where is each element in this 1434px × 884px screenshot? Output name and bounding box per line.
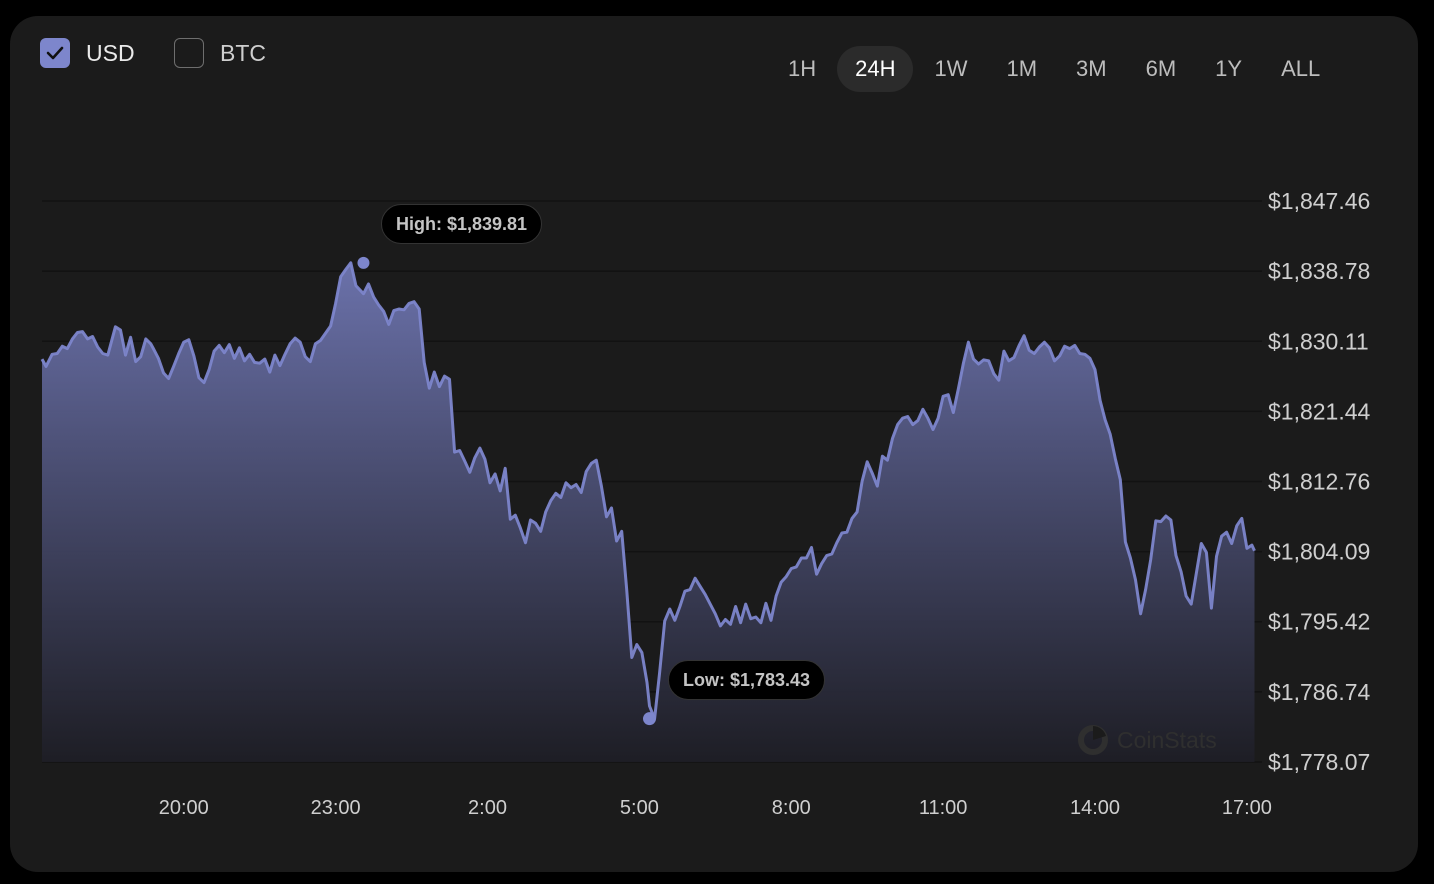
svg-text:$1,847.46: $1,847.46 xyxy=(1268,188,1370,214)
coinstats-watermark: CoinStats xyxy=(1077,724,1217,756)
price-line xyxy=(40,261,1256,721)
high-tooltip: High: $1,839.81 xyxy=(381,204,543,244)
range-1h[interactable]: 1H xyxy=(788,56,817,81)
range-all[interactable]: ALL xyxy=(1281,56,1321,81)
usd-toggle[interactable]: USD xyxy=(40,38,135,68)
svg-text:$1,812.76: $1,812.76 xyxy=(1268,469,1370,495)
range-1m[interactable]: 1M xyxy=(1006,56,1038,81)
btc-label: BTC xyxy=(220,39,266,66)
high-point-marker xyxy=(357,256,370,269)
time-range-selector: 1H 24H 1W 1M 3M 6M 1Y ALL xyxy=(770,46,1341,92)
svg-text:$1,778.07: $1,778.07 xyxy=(1268,749,1370,775)
range-6m[interactable]: 6M xyxy=(1145,56,1177,81)
svg-text:$1,795.42: $1,795.42 xyxy=(1268,609,1370,635)
range-1y[interactable]: 1Y xyxy=(1215,56,1243,81)
watermark-text: CoinStats xyxy=(1117,726,1217,753)
checkmark-icon xyxy=(46,46,64,60)
price-area-fill xyxy=(42,262,1255,762)
btc-toggle[interactable]: BTC xyxy=(174,38,266,68)
svg-text:14:00: 14:00 xyxy=(1070,797,1120,819)
svg-text:11:00: 11:00 xyxy=(919,797,968,819)
coinstats-logo-icon xyxy=(1078,725,1108,755)
svg-text:$1,830.11: $1,830.11 xyxy=(1268,328,1369,354)
usd-label: USD xyxy=(86,39,135,66)
y-axis-labels: $1,847.46 $1,838.78 $1,830.11 $1,821.44 $1,8… xyxy=(1268,188,1371,775)
x-axis-labels: 20:00 23:00 2:00 5:00 8:00 11:00 14:00 17:00 xyxy=(159,797,1272,819)
range-3m[interactable]: 3M xyxy=(1076,56,1107,81)
svg-text:$1,838.78: $1,838.78 xyxy=(1268,258,1370,284)
svg-text:2:00: 2:00 xyxy=(468,797,507,819)
svg-text:$1,821.44: $1,821.44 xyxy=(1268,398,1371,424)
svg-text:5:00: 5:00 xyxy=(620,797,659,819)
low-point-marker xyxy=(643,712,656,726)
svg-text:23:00: 23:00 xyxy=(311,797,361,819)
svg-text:8:00: 8:00 xyxy=(772,797,811,819)
btc-checkbox[interactable] xyxy=(174,38,204,68)
svg-text:20:00: 20:00 xyxy=(159,797,209,819)
range-24h[interactable]: 24H xyxy=(837,46,914,92)
low-tooltip: Low: $1,783.43 xyxy=(668,660,826,700)
svg-text:17:00: 17:00 xyxy=(1222,797,1272,819)
usd-checkbox[interactable] xyxy=(40,38,70,68)
range-1w[interactable]: 1W xyxy=(934,56,968,81)
svg-text:$1,804.09: $1,804.09 xyxy=(1268,539,1370,565)
svg-text:$1,786.74: $1,786.74 xyxy=(1268,679,1371,705)
